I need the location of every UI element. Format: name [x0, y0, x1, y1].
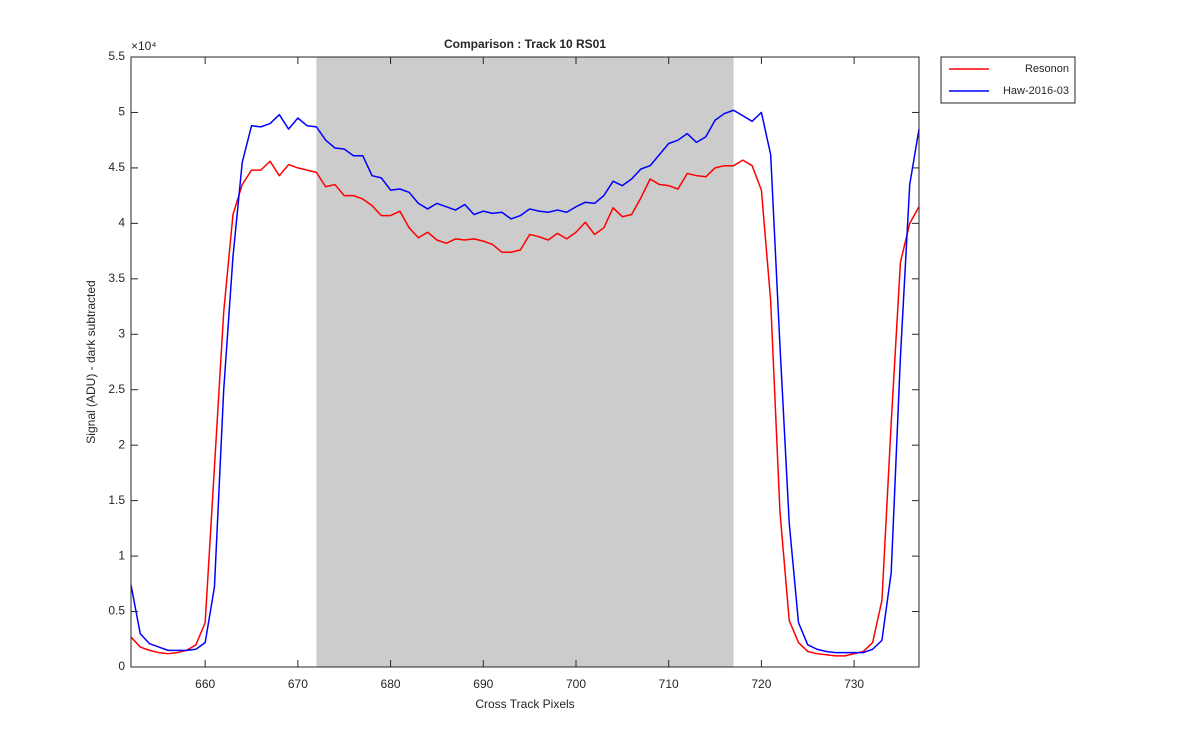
y-tick-label: 4.5 — [108, 160, 125, 174]
y-exponent: ×10⁴ — [131, 39, 157, 53]
chart-title: Comparison : Track 10 RS01 — [444, 37, 606, 51]
data-line — [130, 159, 920, 657]
y-axis-label: Signal (ADU) - dark subtracted — [84, 280, 98, 443]
y-tick-label: 2 — [118, 437, 125, 451]
y-tick-label: 5.5 — [108, 49, 125, 63]
y-tick-label: 1 — [118, 548, 125, 562]
data-line — [130, 109, 920, 654]
legend-box — [940, 56, 1076, 104]
legend-label: Haw-2016-03 — [1003, 85, 1069, 97]
x-tick-label: 730 — [844, 677, 864, 691]
x-tick-label: 720 — [751, 677, 771, 691]
y-tick-label: 3 — [118, 326, 125, 340]
x-tick-label: 700 — [566, 677, 586, 691]
y-tick-label: 2.5 — [108, 382, 125, 396]
shaded-region — [316, 57, 734, 667]
x-axis-label: Cross Track Pixels — [475, 697, 574, 711]
axes-box — [130, 56, 920, 668]
x-tick-label: 710 — [659, 677, 679, 691]
y-tick-label: 5 — [118, 105, 125, 119]
legend-label: Resonon — [1025, 63, 1069, 75]
x-tick-label: 680 — [381, 677, 401, 691]
x-tick-label: 690 — [473, 677, 493, 691]
y-tick-label: 0 — [118, 659, 125, 673]
y-tick-label: 0.5 — [108, 604, 125, 618]
y-tick-label: 4 — [118, 216, 125, 230]
x-tick-label: 670 — [288, 677, 308, 691]
y-tick-label: 1.5 — [108, 493, 125, 507]
y-tick-label: 3.5 — [108, 271, 125, 285]
x-tick-label: 660 — [195, 677, 215, 691]
